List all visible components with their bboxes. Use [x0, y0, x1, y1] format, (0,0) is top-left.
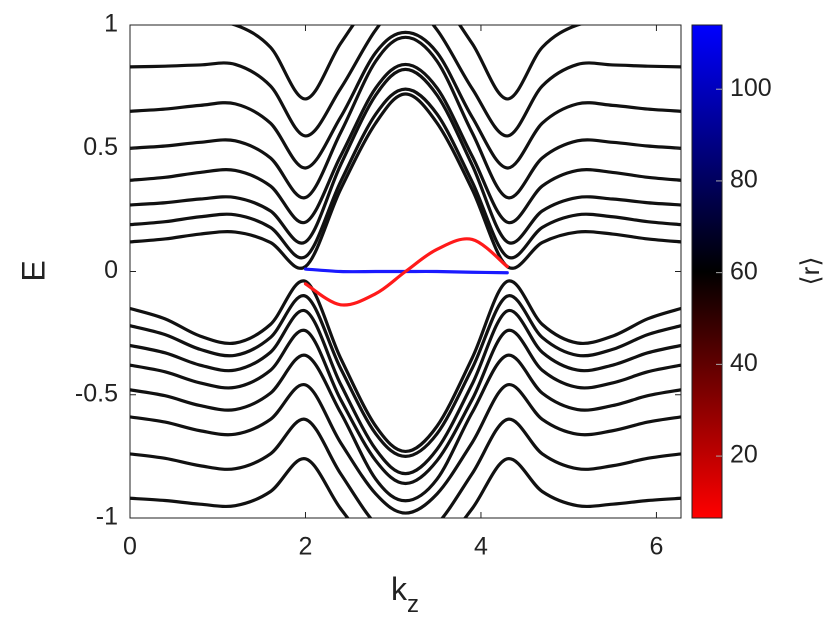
band-line [130, 30, 681, 170]
band-line [130, 62, 681, 225]
colorbar-tick-label: 100 [730, 74, 772, 102]
y-tick-label: -1 [96, 503, 118, 531]
colorbar-tick-label: 20 [730, 441, 758, 469]
band-line [130, 417, 681, 518]
colorbar [691, 24, 723, 519]
y-tick-label: 1 [104, 10, 118, 38]
x-tick-label: 4 [474, 533, 488, 561]
band-line [303, 237, 509, 307]
colorbar-tick-label: 80 [730, 166, 758, 194]
y-tick-label: 0.5 [83, 133, 118, 161]
band-line [130, 67, 681, 245]
colorbar-label: ⟨r⟩ [795, 257, 825, 286]
colorbar-tick-label: 60 [730, 257, 758, 285]
band-line [130, 92, 681, 270]
x-axis-label: kz [391, 571, 419, 618]
band-line [130, 353, 681, 503]
y-tick-label: -0.5 [75, 379, 118, 407]
x-tick-label: 0 [123, 533, 137, 561]
x-tick-label: 2 [299, 533, 313, 561]
band-line [130, 294, 681, 458]
band-line [130, 309, 681, 476]
curves [130, 25, 681, 518]
band-line [130, 87, 681, 260]
band-line [130, 457, 681, 518]
colorbar-tick-label: 40 [730, 349, 758, 377]
y-tick-label: 0 [104, 256, 118, 284]
x-tick-label: 6 [649, 533, 663, 561]
band-line [130, 328, 681, 486]
y-axis-label: E [15, 260, 51, 281]
band-line [130, 35, 681, 200]
band-line [130, 279, 681, 454]
band-line [130, 25, 681, 138]
band-line [130, 383, 681, 515]
